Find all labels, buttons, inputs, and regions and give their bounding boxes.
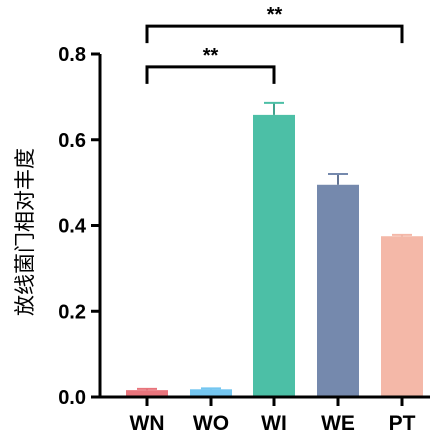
significance-bracket-1 [145, 65, 276, 84]
bar-pt [381, 236, 423, 396]
y-tick-label: 0.6 [58, 130, 86, 152]
y-tick-label: 0.4 [58, 216, 87, 238]
bar-wo [190, 389, 232, 396]
significance-brackets: ** ** [145, 4, 404, 84]
error-bars [137, 101, 412, 391]
significance-label-1: ** [203, 45, 219, 67]
axes: 0.0 0.2 0.4 0.6 0.8 WN WO WI WE PT [58, 44, 430, 435]
y-tick-label: 0.2 [58, 301, 86, 323]
x-tick-label-wi: WI [261, 412, 287, 435]
y-axis-title: 放线菌门相对丰度 [13, 148, 37, 316]
bar-wn [126, 390, 168, 396]
bar-we [317, 184, 359, 396]
y-tick-label: 0.0 [58, 387, 86, 409]
significance-label-2: ** [267, 4, 283, 26]
x-tick-label-we: WE [321, 412, 355, 435]
x-tick-label-wn: WN [130, 412, 165, 435]
y-tick-label: 0.8 [58, 44, 86, 66]
bar-wi [253, 114, 295, 396]
x-tick-label-wo: WO [193, 412, 229, 435]
x-tick-label-pt: PT [389, 412, 416, 435]
bars [126, 114, 423, 396]
significance-bracket-2 [145, 24, 404, 44]
